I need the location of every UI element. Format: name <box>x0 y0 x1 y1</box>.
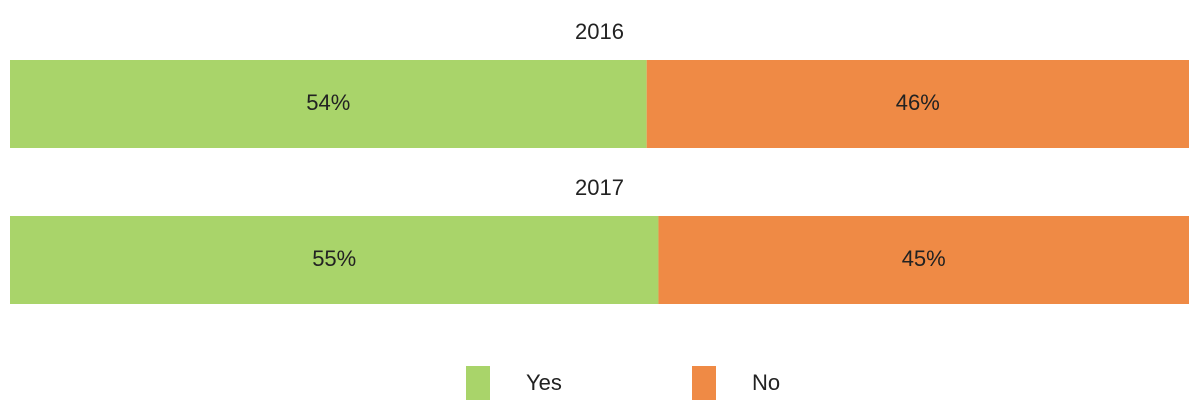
bar-segment <box>646 60 1189 148</box>
bar-segment <box>658 216 1189 304</box>
category-title: 2016 <box>575 19 624 44</box>
bar-segment <box>10 60 647 148</box>
value-label: 54% <box>306 90 350 115</box>
value-label: 45% <box>902 246 946 271</box>
value-label: 55% <box>312 246 356 271</box>
bar-segment <box>10 216 659 304</box>
legend-swatch <box>692 366 716 400</box>
legend-label: No <box>752 370 780 395</box>
category-title: 2017 <box>575 175 624 200</box>
value-label: 46% <box>896 90 940 115</box>
legend-swatch <box>466 366 490 400</box>
legend-label: Yes <box>526 370 562 395</box>
